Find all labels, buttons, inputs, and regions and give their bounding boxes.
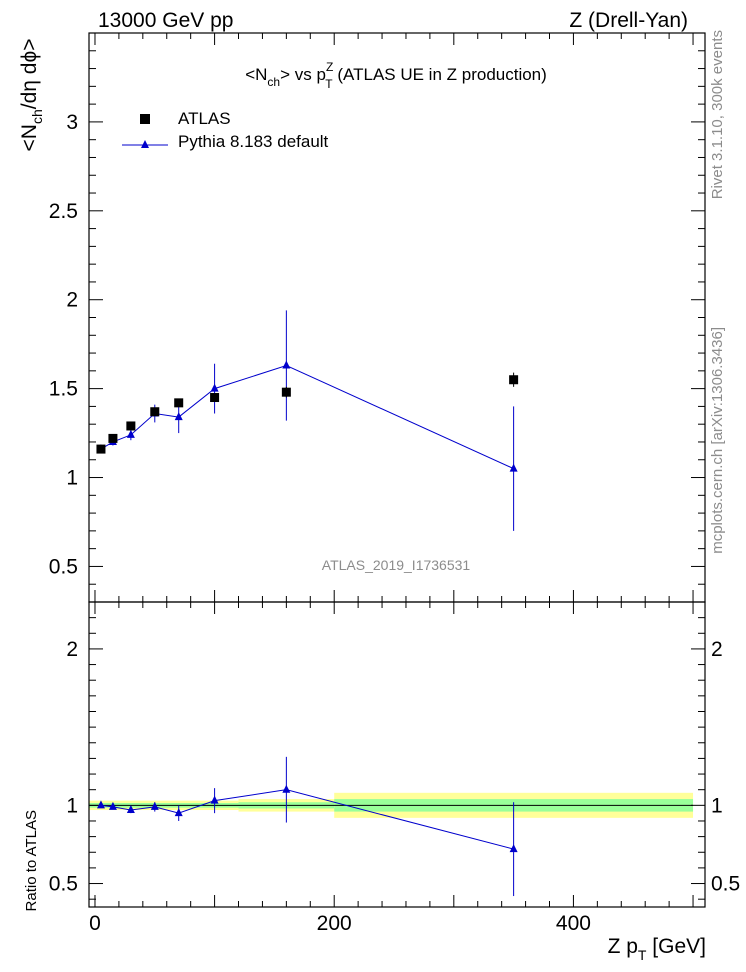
ratio-y-tick-label-right: 2 [711,638,723,661]
pythia-line [100,364,514,470]
main-plot-title: <Nch> vs pZ T (ATLAS UE in Z production) [245,60,547,91]
ratio-plot-frame [88,601,706,908]
pythia-point [210,383,219,392]
ratio-pythia-point [210,795,219,804]
main-y-tick-label: 2.5 [49,200,78,223]
pythia-point [509,463,518,472]
atlas-point [150,407,160,417]
x-tick-label: 200 [317,912,352,935]
header-right: Z (Drell-Yan) [569,9,688,32]
atlas-point [281,387,291,397]
pythia-point [282,360,291,369]
mcplots-note: mcplots.cern.ch [arXiv:1306.3436] [709,327,726,554]
atlas-point [108,433,118,443]
ratio-plot: 0 200 400 0.5 0.5 1 1 2 2 [49,601,740,935]
xlabel-sub: T [638,947,647,963]
atlas-point [174,398,184,408]
atlas-point [509,375,519,385]
legend-pythia-label: Pythia 8.183 default [178,132,329,151]
title-prefix-sub: ch [267,75,280,89]
ratio-y-axis-label: Ratio to ATLAS [23,810,40,911]
ratio-y-tick-label: 0.5 [49,873,78,896]
ratio-pythia-point [509,844,518,853]
ratio-pythia-point [108,801,117,810]
ratio-pythia-point [150,801,159,810]
legend-atlas-marker [140,114,150,124]
pythia-point [126,429,135,438]
ratio-pythia-line [100,789,514,850]
ratio-y-tick-label: 2 [66,638,78,661]
atlas-point [126,421,136,431]
xlabel-main: Z p [608,935,638,958]
main-y-tick-label: 0.5 [49,555,78,578]
analysis-watermark: ATLAS_2019_I1736531 [322,557,471,573]
title-var-sub: T [325,77,333,91]
title-prefix: <N [245,65,267,84]
main-y-tick-label: 2 [66,289,78,312]
xlabel-unit: [GeV] [646,935,706,958]
x-axis-label: Z pT [GeV] [608,935,706,963]
ylabel-a-sub: ch [29,109,45,124]
ylabel-b: /dη dϕ> [18,39,41,110]
pythia-point [174,412,183,421]
title-var-sup: Z [326,60,333,74]
main-y-tick-label: 1 [66,467,78,490]
title-suffix: (ATLAS UE in Z production) [333,65,547,84]
ratio-pythia-point [282,784,291,793]
x-tick-label: 400 [556,912,591,935]
legend-pythia-marker [141,140,149,148]
atlas-point [210,393,220,403]
title-middle: > vs p [280,65,326,84]
ratio-pythia-point [126,805,135,814]
ratio-y-tick-label-right: 0.5 [711,873,740,896]
rivet-note: Rivet 3.1.10, 300k events [709,30,726,199]
legend-atlas-label: ATLAS [178,109,231,128]
header-left: 13000 GeV pp [98,9,233,32]
atlas-point [96,444,106,454]
main-y-tick-label: 1.5 [49,378,78,401]
x-tick-label: 0 [89,912,101,935]
main-y-tick-label: 3 [66,111,78,134]
ylabel-a: <N [18,124,41,151]
ratio-pythia-point [174,808,183,817]
ratio-y-tick-label-right: 1 [711,794,723,817]
ratio-pythia-point [96,800,105,809]
legend: ATLAS Pythia 8.183 default [122,109,329,151]
main-y-axis-label: <Nch/dη dϕ> [18,39,45,152]
ratio-y-tick-label: 1 [66,794,78,817]
